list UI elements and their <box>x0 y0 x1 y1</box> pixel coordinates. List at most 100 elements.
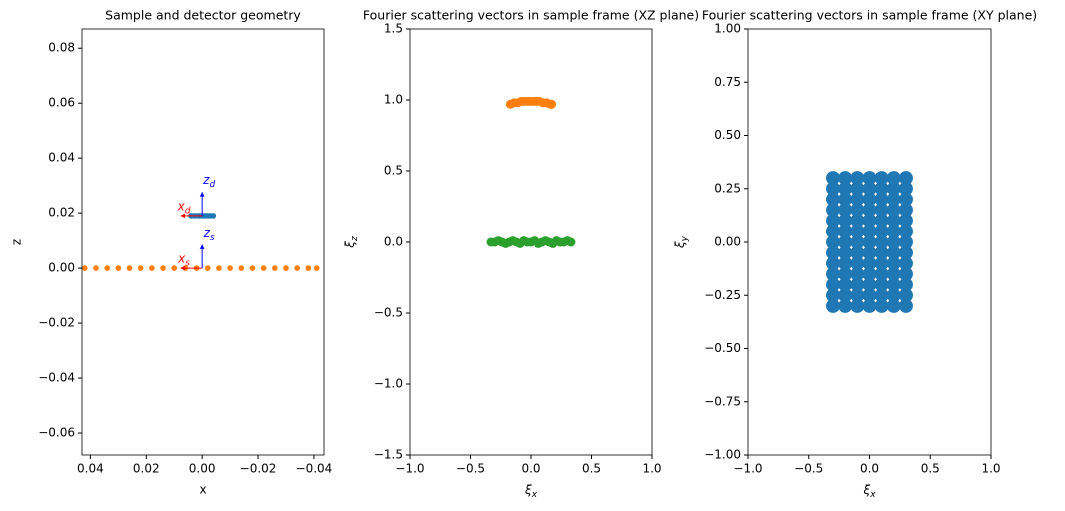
point <box>826 181 841 196</box>
point <box>838 288 853 303</box>
point <box>850 224 865 239</box>
point <box>850 203 865 218</box>
point <box>838 203 853 218</box>
chart-title: Sample and detector geometry <box>105 8 301 23</box>
point <box>838 245 853 260</box>
annotation: xs <box>177 251 190 268</box>
point <box>838 224 853 239</box>
y-tick-label: 0.25 <box>714 181 741 195</box>
annotation-sub: d <box>185 206 191 216</box>
point <box>283 265 289 271</box>
point <box>838 298 853 313</box>
axes-frame <box>81 28 325 456</box>
y-tick-label: −0.04 <box>38 371 75 385</box>
x-axis-label-main: ξ <box>862 483 870 497</box>
y-tick-label: −0.06 <box>38 426 75 440</box>
point <box>249 265 256 271</box>
point <box>826 256 841 271</box>
point <box>886 266 901 281</box>
point <box>886 213 901 228</box>
arrow-head <box>199 244 205 249</box>
point <box>850 192 865 207</box>
point <box>874 213 889 228</box>
point <box>898 298 913 313</box>
point <box>886 256 901 271</box>
y-tick-label: 0.5 <box>384 164 403 178</box>
point <box>886 288 901 303</box>
point <box>874 235 889 249</box>
annotation-main: z <box>203 225 211 239</box>
annotation-main: x <box>177 251 186 265</box>
point <box>826 203 841 218</box>
y-tick-label: 0.00 <box>48 261 75 275</box>
point <box>238 265 245 271</box>
y-tick-label: 0.02 <box>48 206 75 220</box>
annotation-sub: d <box>209 180 215 190</box>
point <box>826 171 841 186</box>
point <box>850 245 865 260</box>
arrow <box>199 192 205 216</box>
point <box>898 224 913 239</box>
y-tick-label: −0.75 <box>704 394 741 408</box>
point <box>874 192 889 207</box>
point <box>826 235 841 249</box>
point <box>886 171 901 186</box>
x-tick-label: −0.5 <box>456 462 485 476</box>
x-tick-label: 0.04 <box>77 462 104 476</box>
point <box>160 265 166 271</box>
axes-frame <box>747 28 992 456</box>
point <box>838 192 853 207</box>
point <box>838 277 853 292</box>
point <box>826 245 841 260</box>
point <box>81 265 88 271</box>
point <box>850 235 865 249</box>
y-tick-label: 0.08 <box>48 41 75 55</box>
y-tick-label: 0.75 <box>714 75 741 89</box>
annotation-sub: s <box>185 258 190 268</box>
y-tick-label: −1.00 <box>704 448 741 462</box>
arrow <box>199 244 205 269</box>
point <box>886 224 901 239</box>
point <box>547 99 557 109</box>
x-axis-label: ξx <box>524 483 538 500</box>
y-tick-label: 1.5 <box>384 22 403 36</box>
y-axis-label: z <box>10 239 24 245</box>
y-axis-label: ξy <box>673 235 690 249</box>
point <box>104 265 110 271</box>
point <box>898 266 913 281</box>
x-tick-label: 0.02 <box>133 462 160 476</box>
point <box>874 203 889 218</box>
point <box>850 256 865 271</box>
x-tick-label: −0.02 <box>240 462 277 476</box>
y-axis-label: ξz <box>343 236 360 249</box>
point <box>898 288 913 303</box>
point <box>227 265 233 271</box>
point <box>149 265 155 271</box>
point <box>826 298 841 313</box>
x-tick-label: 1.0 <box>642 462 661 476</box>
point <box>862 181 877 196</box>
x-tick-label: −1.0 <box>733 462 762 476</box>
point <box>838 256 853 271</box>
point <box>898 235 913 249</box>
point <box>886 298 901 313</box>
point <box>260 265 267 271</box>
point <box>850 213 865 228</box>
x-tick-label: −0.5 <box>794 462 823 476</box>
y-tick-label: −0.5 <box>374 306 403 320</box>
point <box>862 224 877 239</box>
y-tick-label: 0.50 <box>714 128 741 142</box>
arrow-head <box>199 192 205 197</box>
point <box>838 213 853 228</box>
arrow <box>180 265 203 271</box>
x-axis-label: x <box>199 483 206 497</box>
x-axis-label-sub: x <box>531 490 538 500</box>
point <box>886 203 901 218</box>
y-axis-label-main: ξ <box>343 241 357 249</box>
point <box>294 265 300 271</box>
point <box>126 265 133 271</box>
point <box>850 288 865 303</box>
y-tick-label: 1.00 <box>714 22 741 36</box>
point <box>826 288 841 303</box>
y-tick-label: 0.04 <box>48 151 75 165</box>
